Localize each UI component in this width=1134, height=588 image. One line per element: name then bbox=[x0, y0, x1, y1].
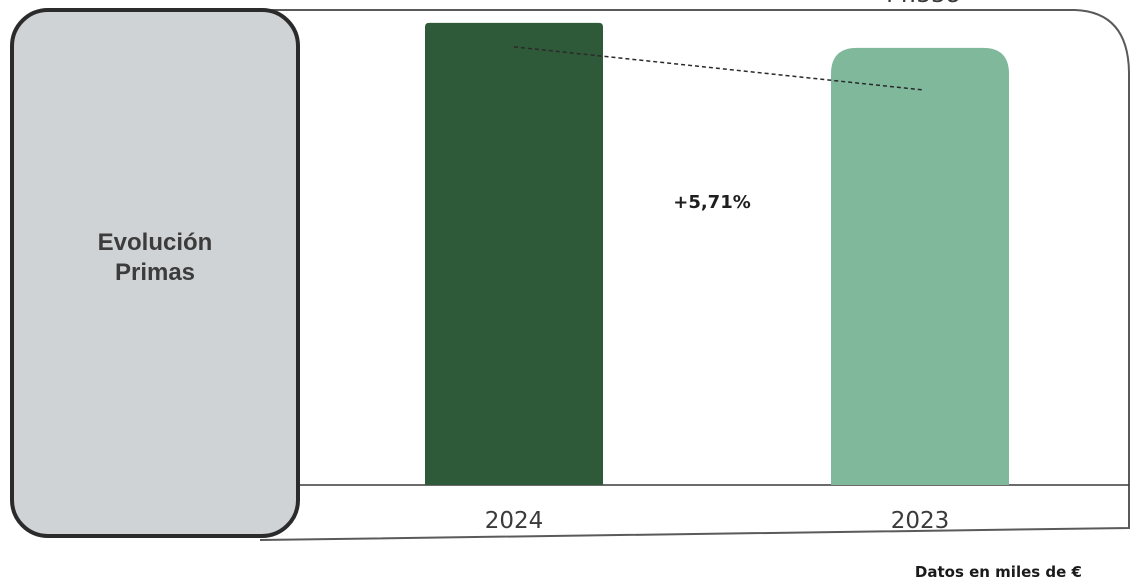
bar-2023 bbox=[831, 47, 1009, 485]
value-label-2023: 44.338 bbox=[880, 0, 960, 8]
bars-layer: 46.871202444.3382023 bbox=[425, 0, 1009, 534]
x-tick-label-2024: 2024 bbox=[485, 508, 544, 534]
trend-dashed-line bbox=[513, 46, 923, 91]
chart-title-line-2: Primas bbox=[114, 259, 196, 286]
bar-2024 bbox=[425, 22, 603, 486]
change-percentage-label: +5,71% bbox=[673, 192, 751, 213]
chart-title-box: Evolución Primas bbox=[10, 8, 300, 538]
chart-title-line-1: Evolución bbox=[97, 229, 213, 256]
units-footnote: Datos en miles de € bbox=[914, 563, 1082, 581]
chart-title: Evolución Primas bbox=[98, 228, 213, 288]
plot-panel-border bbox=[259, 9, 1130, 541]
x-tick-label-2023: 2023 bbox=[891, 508, 950, 534]
